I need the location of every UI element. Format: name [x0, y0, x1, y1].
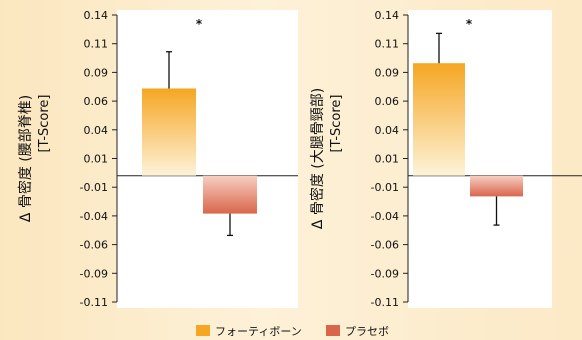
bar-placebo: [470, 175, 523, 197]
y-tick-label: 0.01: [375, 153, 400, 166]
error-bar-forteo: [436, 32, 442, 64]
y-tick-label: 0.11: [84, 38, 109, 51]
legend-item: プラセボ: [326, 325, 389, 338]
bar-forteo: [413, 63, 465, 176]
y-tick-label: -0.04: [80, 210, 108, 223]
legend-swatch: [326, 325, 340, 336]
bar-placebo: [203, 175, 257, 214]
y-tick-label: 0.09: [375, 66, 400, 79]
y-tick-label: 0.06: [84, 95, 109, 108]
bar-forteo: [142, 88, 196, 176]
y-axis-subtitle: [T-Score]: [329, 95, 344, 153]
y-tick-label: 0.04: [375, 124, 400, 137]
y-tick-label: -0.09: [80, 267, 108, 280]
chart-panel-1: * 0.14 0.11 0.09 0.06 0.04 0.01 -0.01 -0.04 -0.06…: [17, 9, 298, 309]
y-tick-label: -0.11: [80, 296, 108, 309]
y-axis-title: Δ 骨密度 (腰部脊椎): [17, 95, 34, 222]
y-tick-label: -0.06: [80, 239, 108, 252]
y-axis-title: Δ 骨密度 (大腿骨頸部): [309, 88, 326, 229]
y-tick-label: 0.04: [84, 124, 109, 137]
error-bar-forteo: [166, 51, 172, 89]
legend: フォーティボーン プラセボ: [196, 325, 389, 338]
significance-marker: *: [196, 17, 203, 31]
significance-marker: *: [466, 17, 473, 31]
y-tick-label: -0.09: [371, 267, 399, 280]
error-bar-placebo: [493, 196, 500, 226]
chart-panel-2: * 0.14 0.11 0.09 0.06 0.04 0.01 -0.01 -0.04 -0.06…: [309, 9, 582, 309]
y-tick-label: -0.01: [80, 181, 108, 194]
y-tick-label: 0.06: [375, 95, 400, 108]
y-tick-label: 0.09: [84, 66, 109, 79]
y-tick-label: -0.04: [371, 210, 399, 223]
y-tick-label: 0.11: [375, 38, 400, 51]
legend-swatch: [196, 325, 210, 336]
error-bar-placebo: [227, 213, 233, 237]
legend-label: フォーティボーン: [215, 325, 302, 338]
y-tick-label: -0.06: [371, 239, 399, 252]
y-tick-label: -0.11: [371, 296, 399, 309]
y-tick-label: 0.14: [375, 9, 400, 22]
y-tick-label: 0.14: [84, 9, 109, 22]
y-tick-label: 0.01: [84, 153, 109, 166]
y-tick-label: -0.01: [371, 181, 399, 194]
legend-item: フォーティボーン: [196, 325, 302, 338]
legend-label: プラセボ: [345, 325, 389, 338]
y-axis-subtitle: [T-Score]: [37, 95, 52, 153]
